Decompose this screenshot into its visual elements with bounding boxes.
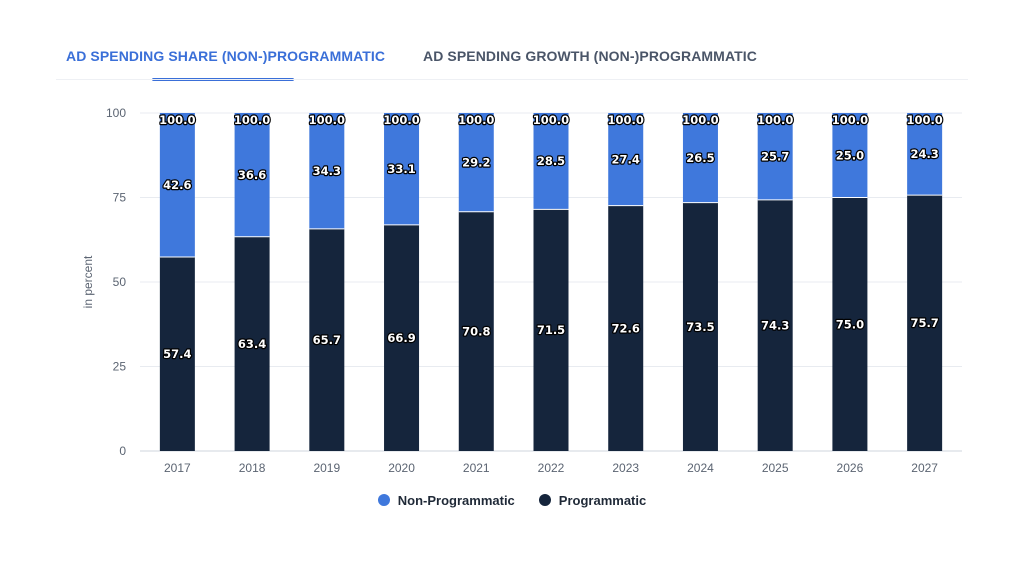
legend-item-non-programmatic[interactable]: Non-Programmatic	[377, 492, 515, 508]
tab-ad-spending-share[interactable]: AD SPENDING SHARE (NON-)PROGRAMMATIC	[66, 48, 386, 64]
x-tick-label: 2022	[538, 461, 565, 475]
bar-non-programmatic	[384, 113, 420, 225]
bar-non-programmatic	[533, 113, 569, 210]
data-label-total: 100.0	[533, 113, 569, 127]
bar-programmatic	[608, 205, 644, 451]
bar-programmatic	[384, 224, 420, 451]
y-tick-label: 75	[113, 191, 127, 205]
data-label-non-programmatic: 34.3	[313, 164, 341, 178]
legend-label-non-programmatic: Non-Programmatic	[397, 492, 515, 508]
x-tick-label: 2025	[762, 461, 789, 475]
x-tick-label: 2019	[313, 461, 340, 475]
data-label-total: 100.0	[309, 113, 345, 127]
y-tick-label: 25	[113, 360, 127, 374]
x-tick-label: 2020	[388, 461, 415, 475]
data-label-non-programmatic: 25.0	[836, 148, 864, 162]
bar-non-programmatic	[309, 113, 345, 229]
data-label-non-programmatic: 28.5	[537, 154, 565, 168]
chart-legend: Non-Programmatic Programmatic	[0, 490, 1024, 510]
y-tick-label: 100	[106, 106, 126, 120]
data-label-non-programmatic: 25.7	[761, 149, 789, 163]
data-label-total: 100.0	[906, 113, 942, 127]
x-tick-label: 2017	[164, 461, 191, 475]
data-label-programmatic: 65.7	[313, 333, 341, 347]
tab-bar: AD SPENDING SHARE (NON-)PROGRAMMATIC AD …	[56, 38, 968, 81]
tab-divider	[56, 79, 968, 80]
data-label-programmatic: 63.4	[238, 337, 266, 351]
x-tick-label: 2026	[837, 461, 864, 475]
data-label-programmatic: 73.5	[686, 320, 714, 334]
data-label-programmatic: 71.5	[537, 323, 565, 337]
bar-non-programmatic	[234, 113, 270, 237]
x-tick-label: 2023	[612, 461, 639, 475]
legend-item-programmatic[interactable]: Programmatic	[538, 492, 647, 508]
bar-programmatic	[309, 228, 345, 451]
data-label-programmatic: 72.6	[612, 321, 640, 335]
data-label-non-programmatic: 42.6	[163, 178, 191, 192]
bar-programmatic	[458, 211, 494, 451]
bar-non-programmatic	[608, 113, 644, 206]
bar-programmatic	[757, 199, 793, 451]
bar-programmatic	[682, 202, 718, 451]
bar-non-programmatic	[458, 113, 494, 212]
data-label-non-programmatic: 27.4	[612, 152, 640, 166]
data-label-programmatic: 66.9	[387, 331, 415, 345]
data-label-total: 100.0	[383, 113, 419, 127]
data-label-non-programmatic: 26.5	[686, 151, 714, 165]
data-label-total: 100.0	[608, 113, 644, 127]
data-label-non-programmatic: 24.3	[910, 147, 938, 161]
data-label-total: 100.0	[757, 113, 793, 127]
data-label-total: 100.0	[832, 113, 868, 127]
legend-marker-non-programmatic	[377, 494, 390, 506]
data-label-non-programmatic: 36.6	[238, 168, 266, 182]
data-label-programmatic: 57.4	[163, 347, 191, 361]
data-label-total: 100.0	[682, 113, 718, 127]
legend-marker-programmatic	[538, 494, 551, 506]
data-label-programmatic: 75.7	[910, 316, 938, 330]
data-label-programmatic: 70.8	[462, 324, 490, 338]
data-label-total: 100.0	[159, 113, 195, 127]
x-tick-label: 2027	[911, 461, 938, 475]
data-label-total: 100.0	[234, 113, 270, 127]
bar-programmatic	[234, 236, 270, 451]
x-tick-label: 2018	[239, 461, 266, 475]
bar-programmatic	[159, 256, 195, 451]
x-tick-label: 2021	[463, 461, 490, 475]
data-label-non-programmatic: 33.1	[387, 162, 415, 176]
data-label-programmatic: 75.0	[836, 317, 864, 331]
data-label-programmatic: 74.3	[761, 318, 789, 332]
legend-label-programmatic: Programmatic	[558, 492, 647, 508]
y-axis-title: in percent	[81, 255, 95, 308]
x-tick-label: 2024	[687, 461, 714, 475]
bar-non-programmatic	[907, 113, 943, 196]
bar-programmatic	[832, 197, 868, 451]
stacked-bar-chart: 0 25 50 75 100 in percent 57.4 42.6 100.0 2017 63.…	[81, 106, 962, 475]
bar-non-programmatic	[159, 113, 195, 257]
bar-programmatic	[533, 209, 569, 451]
bar-non-programmatic	[682, 113, 718, 203]
bar-programmatic	[907, 195, 943, 451]
y-tick-label: 50	[113, 275, 127, 289]
y-tick-label: 0	[119, 444, 126, 458]
bar-non-programmatic	[832, 113, 868, 198]
tab-ad-spending-growth[interactable]: AD SPENDING GROWTH (NON-)PROGRAMMATIC	[423, 48, 757, 64]
bar-non-programmatic	[757, 113, 793, 200]
data-label-total: 100.0	[458, 113, 494, 127]
data-label-non-programmatic: 29.2	[462, 155, 490, 169]
